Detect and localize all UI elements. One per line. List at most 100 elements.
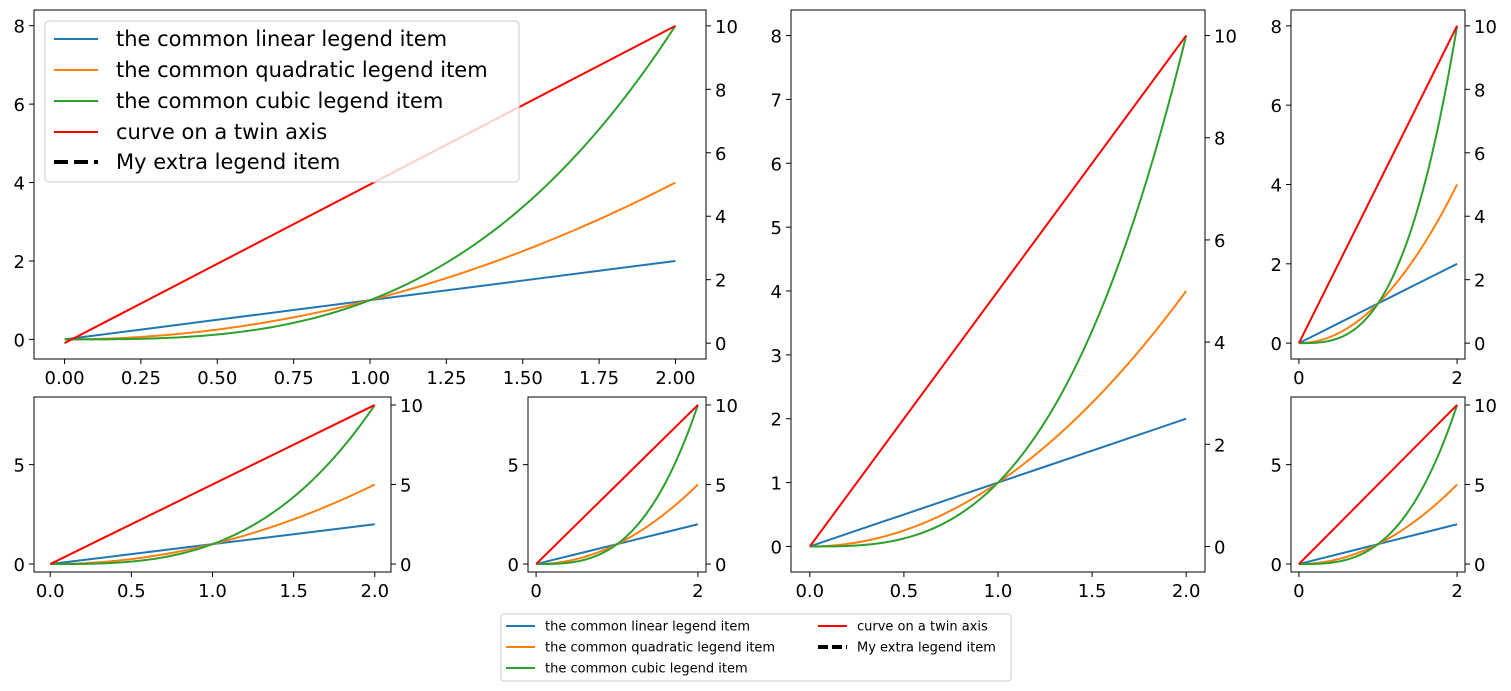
bottom-left-y2tick-label: 0 (400, 555, 411, 576)
legend-label-cubic: the common cubic legend item (116, 89, 443, 113)
top-left-y2tick-label: 10 (715, 17, 738, 38)
fig-legend-label-extra: My extra legend item (857, 641, 996, 656)
right-top-y2tick-label: 6 (1474, 144, 1485, 165)
top-left-xtick-label: 0.25 (121, 368, 161, 389)
bottom-left-xtick-label: 0.5 (117, 581, 146, 602)
fig-legend-label-linear: the common linear legend item (545, 620, 750, 635)
legend-label-linear: the common linear legend item (116, 27, 447, 51)
right-top-ytick-label: 0 (1271, 334, 1282, 355)
top-left-ytick-label: 6 (14, 95, 25, 116)
center-tall-ytick-label: 5 (771, 218, 782, 239)
center-tall-series-twin (809, 34, 1187, 548)
legend-label-quadratic: the common quadratic legend item (116, 58, 488, 82)
top-left-y2tick-label: 8 (715, 80, 726, 101)
legend-label-extra: My extra legend item (116, 150, 340, 174)
fig-legend-label-quadratic: the common quadratic legend item (545, 641, 775, 656)
right-top-y2tick-label: 0 (1474, 334, 1485, 355)
right-top-ytick-label: 6 (1271, 96, 1282, 117)
bottom-mid-y2tick-label: 0 (715, 555, 726, 576)
center-tall-xtick-label: 1.5 (1078, 581, 1107, 602)
bottom-mid-series-cubic (536, 404, 699, 566)
right-bottom-y2tick-label: 10 (1474, 396, 1497, 417)
top-left-series-twin (64, 24, 676, 345)
top-left-xtick-label: 1.75 (579, 368, 619, 389)
right-top-series-cubic (1298, 25, 1459, 345)
right-top-y2tick-label: 4 (1474, 207, 1485, 228)
fig-legend-label-twin: curve on a twin axis (857, 620, 988, 635)
top-left-ytick-label: 4 (14, 174, 25, 195)
center-tall-xtick-label: 2.0 (1172, 581, 1201, 602)
top-left-xtick-label: 0.75 (274, 368, 314, 389)
top-left-xtick-label: 0.00 (45, 368, 85, 389)
bottom-left-y2tick-label: 5 (400, 476, 411, 497)
top-left-xtick-label: 1.25 (426, 368, 466, 389)
center-tall-ytick-label: 2 (771, 410, 782, 431)
center-tall-xtick-label: 0.5 (890, 581, 919, 602)
top-left-xtick-label: 1.50 (503, 368, 543, 389)
right-top-xtick-label: 2 (1451, 368, 1462, 389)
bottom-left-xtick-label: 1.0 (198, 581, 227, 602)
bottom-left-xtick-label: 2.0 (360, 581, 389, 602)
right-top-y2tick-label: 2 (1474, 271, 1485, 292)
bottom-mid-xtick-label: 0 (530, 581, 541, 602)
center-tall-xtick-label: 1.0 (984, 581, 1013, 602)
panel-bottom-left: 0.0 0.5 1.0 1.5 2.0 0 5 0 5 10 (14, 396, 423, 602)
center-tall-ytick-label: 0 (771, 537, 782, 558)
top-left-legend-box (44, 20, 520, 183)
top-left-ytick-label: 8 (14, 17, 25, 38)
right-top-y2tick-label: 10 (1474, 17, 1497, 38)
center-tall-y2tick-label: 6 (1214, 231, 1225, 252)
bottom-left-ytick-label: 5 (14, 456, 25, 477)
top-left-legend: the common linear legend item the common… (44, 20, 520, 183)
center-tall-ytick-label: 8 (771, 27, 782, 48)
center-tall-ytick-label: 6 (771, 154, 782, 175)
bottom-mid-series-twin (535, 404, 699, 565)
top-left-y2tick-label: 4 (715, 207, 726, 228)
top-left-xtick-label: 0.50 (197, 368, 237, 389)
center-tall-y2tick-label: 8 (1214, 129, 1225, 150)
right-top-y2tick-label: 8 (1474, 80, 1485, 101)
top-left-y2tick-label: 6 (715, 144, 726, 165)
bottom-mid-y2tick-label: 10 (715, 396, 738, 417)
right-top-ytick-label: 2 (1271, 255, 1282, 276)
right-bottom-xtick-label: 2 (1451, 581, 1462, 602)
top-left-y2tick-label: 0 (715, 334, 726, 355)
bottom-left-xtick-label: 0.0 (36, 581, 65, 602)
top-left-ytick-label: 2 (14, 252, 25, 273)
right-bottom-ytick-label: 5 (1271, 456, 1282, 477)
figure-legend-box (500, 613, 1012, 682)
bottom-mid-ytick-label: 5 (508, 456, 519, 477)
right-bottom-series-twin (1298, 404, 1458, 565)
center-tall-xtick-label: 0.0 (795, 581, 824, 602)
bottom-mid-xtick-label: 2 (692, 581, 703, 602)
center-tall-ytick-label: 3 (771, 346, 782, 367)
right-bottom-y2tick-label: 5 (1474, 476, 1485, 497)
figure-legend: the common linear legend item the common… (500, 613, 1012, 682)
center-tall-y2tick-label: 10 (1214, 27, 1237, 48)
right-bottom-series-cubic (1298, 404, 1459, 566)
right-bottom-ytick-label: 0 (1271, 555, 1282, 576)
top-left-xtick-label: 2.00 (655, 368, 695, 389)
panel-top-left: 0.00 0.25 0.50 0.75 1.00 1.25 1.50 1.75 2.00 0 2 4 6… (14, 9, 738, 389)
center-tall-y2tick-label: 4 (1214, 333, 1225, 354)
bottom-left-series-cubic (50, 404, 376, 566)
right-top-ytick-label: 4 (1271, 176, 1282, 197)
panel-center-tall: 0.0 0.5 1.0 1.5 2.0 0 1 2 3 4 5 6 7 8 0 2 4 6 8 10 (771, 9, 1237, 602)
right-bottom-xtick-label: 0 (1293, 581, 1304, 602)
bottom-mid-y2tick-label: 5 (715, 476, 726, 497)
bottom-left-series-twin (49, 404, 376, 565)
top-left-ytick-label: 0 (14, 330, 25, 351)
top-left-series-cubic (64, 25, 677, 341)
bottom-left-xtick-label: 1.5 (279, 581, 308, 602)
bottom-left-y2tick-label: 10 (400, 396, 423, 417)
right-top-xtick-label: 0 (1293, 368, 1304, 389)
bottom-left-ytick-label: 0 (14, 555, 25, 576)
fig-legend-label-cubic: the common cubic legend item (545, 662, 748, 677)
top-left-xtick-label: 1.00 (350, 368, 390, 389)
legend-label-twin: curve on a twin axis (116, 120, 327, 144)
bottom-mid-ytick-label: 0 (508, 555, 519, 576)
